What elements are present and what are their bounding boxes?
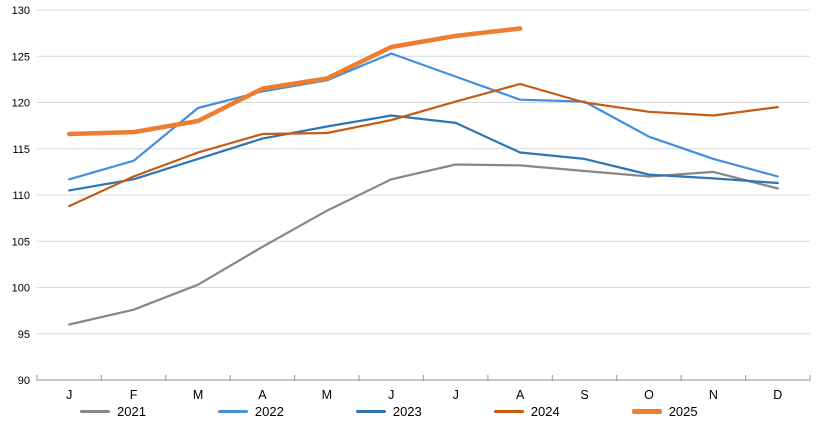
legend-swatch-2022 [217, 410, 248, 413]
x-axis-month-label: J [66, 388, 72, 402]
y-axis-tick-label: 100 [12, 283, 30, 295]
legend-swatch-2021 [80, 410, 110, 413]
series-line-2023 [68, 114, 779, 192]
x-axis-month-label: O [644, 388, 654, 402]
x-axis-month-label: A [516, 388, 525, 402]
x-axis-month-label: S [580, 388, 588, 402]
legend-item-2022: 2022 [217, 404, 284, 419]
legend-label-2023: 2023 [392, 404, 422, 419]
legend-item-2024: 2024 [493, 404, 560, 419]
x-axis-month-label: A [258, 388, 267, 402]
x-axis-month-label: J [388, 388, 394, 402]
series-line-2024 [68, 82, 779, 208]
chart-legend: 2021 2022 2023 2024 2025 [80, 404, 698, 419]
series-line-2025 [66, 26, 523, 137]
y-axis-tick-label: 125 [12, 51, 30, 63]
x-axis-month-label: D [773, 388, 782, 402]
legend-swatch-2023 [355, 410, 386, 413]
series-line-2021 [68, 163, 779, 326]
y-axis-tick-label: 105 [12, 236, 30, 248]
y-axis-tick-label: 110 [12, 190, 30, 202]
x-axis-month-label: M [193, 388, 203, 402]
y-axis-tick-label: 120 [12, 98, 30, 110]
y-axis-tick-label: 115 [12, 144, 30, 156]
x-axis-month-label: N [709, 388, 718, 402]
legend-swatch-2024 [493, 410, 524, 413]
legend-item-2025: 2025 [631, 404, 698, 419]
y-axis-tick-label: 130 [12, 5, 30, 17]
y-axis-tick-label: 90 [18, 375, 30, 387]
x-axis-month-label: M [322, 388, 332, 402]
x-axis-month-label: F [130, 388, 138, 402]
legend-label-2022: 2022 [254, 404, 284, 419]
legend-label-2024: 2024 [530, 404, 560, 419]
x-axis-month-label: J [453, 388, 459, 402]
series-line-2022 [68, 52, 779, 181]
legend-item-2023: 2023 [355, 404, 422, 419]
legend-item-2021: 2021 [80, 404, 146, 419]
legend-label-2021: 2021 [117, 404, 146, 419]
y-axis-tick-label: 95 [18, 329, 30, 341]
legend-swatch-2025 [631, 409, 662, 414]
legend-label-2025: 2025 [668, 404, 698, 419]
